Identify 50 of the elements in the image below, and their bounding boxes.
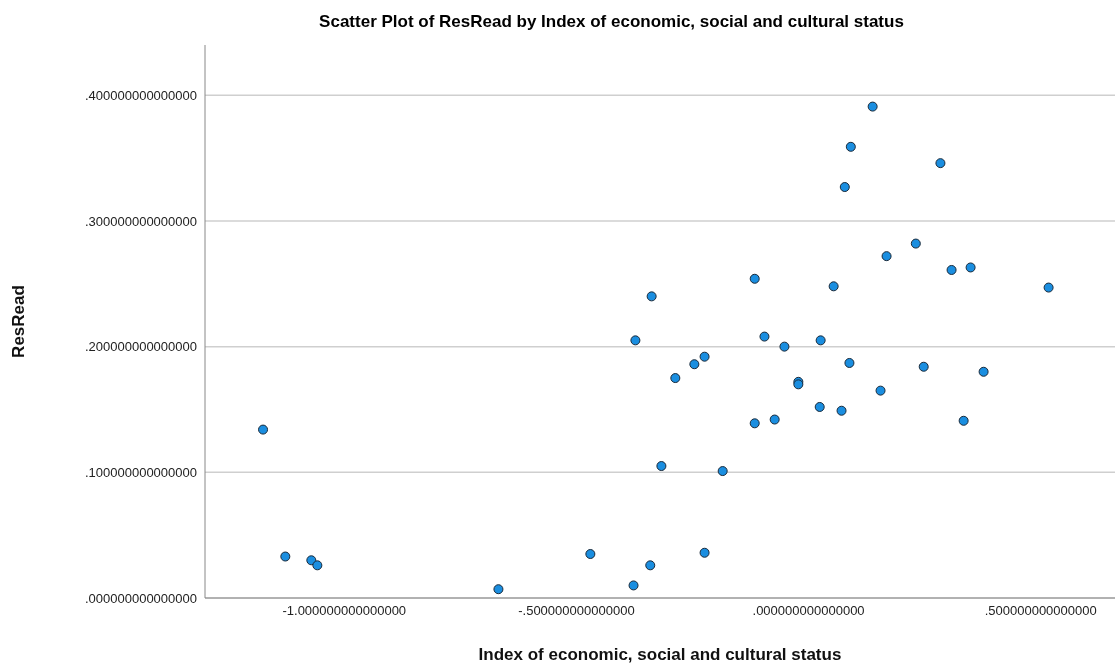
point	[258, 424, 269, 435]
point	[779, 341, 790, 352]
x-tick-label: .500000000000000	[984, 603, 1097, 619]
y-tick-label: .100000000000000	[84, 464, 197, 480]
point	[946, 264, 957, 275]
y-tick-label: .000000000000000	[84, 590, 197, 606]
point	[839, 182, 850, 193]
chart-title: Scatter Plot of ResRead by Index of economic, social and cultural status	[318, 11, 905, 33]
point	[585, 549, 596, 560]
point	[910, 238, 921, 249]
point	[656, 461, 667, 472]
point	[646, 291, 657, 302]
point	[645, 560, 656, 571]
point	[1043, 282, 1054, 293]
x-tick-label: .000000000000000	[752, 603, 865, 619]
point	[978, 366, 989, 377]
y-tick-label: .300000000000000	[84, 213, 197, 229]
point	[918, 361, 929, 372]
y-tick-label: .200000000000000	[84, 339, 197, 355]
point	[699, 351, 710, 362]
point	[699, 547, 710, 558]
point	[628, 580, 639, 591]
point	[759, 331, 770, 342]
point	[689, 359, 700, 370]
point	[958, 415, 969, 426]
point	[965, 262, 976, 273]
point	[875, 385, 886, 396]
point	[881, 251, 892, 262]
point	[815, 335, 826, 346]
point	[630, 335, 641, 346]
point	[769, 414, 780, 425]
point	[280, 551, 291, 562]
point	[844, 357, 855, 368]
point	[935, 158, 946, 169]
point	[312, 560, 323, 571]
x-axis-title: Index of economic, social and cultural status	[478, 645, 842, 664]
x-tick-label: -.500000000000000	[518, 603, 635, 619]
point	[717, 466, 728, 477]
point	[814, 401, 825, 412]
y-tick-label: .400000000000000	[84, 87, 197, 103]
y-axis-title: ResRead	[9, 285, 29, 358]
point	[845, 141, 856, 152]
point	[828, 281, 839, 292]
point	[836, 405, 847, 416]
point	[867, 101, 878, 112]
x-tick-label: -1.000000000000000	[282, 603, 407, 619]
point	[493, 584, 504, 595]
point	[749, 418, 760, 429]
point	[749, 273, 760, 284]
point	[670, 373, 681, 384]
